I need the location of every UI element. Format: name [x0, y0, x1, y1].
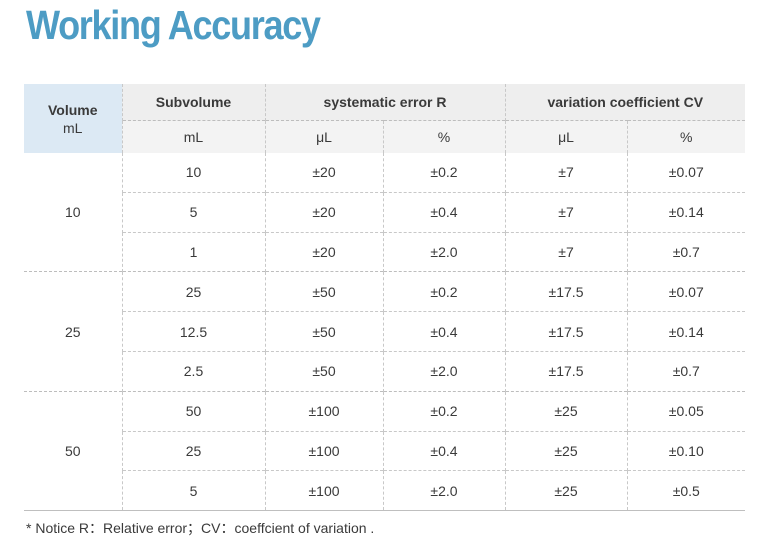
header-variation-unit-ul: μL [504, 120, 628, 153]
volume-cell: 50 [24, 390, 122, 512]
variation-pct-cell: ±0.7 [626, 350, 746, 392]
systematic-ul-cell: ±50 [264, 311, 383, 352]
header-subvolume-unit: mL [121, 120, 265, 153]
variation-ul-cell: ±17.5 [504, 350, 628, 392]
header-systematic-error: systematic error R [264, 84, 506, 121]
systematic-pct-cell: ±2.0 [382, 231, 506, 272]
subvolume-cell: 50 [121, 390, 265, 432]
variation-pct-cell: ±0.07 [626, 271, 746, 312]
systematic-pct-cell: ±0.4 [382, 430, 506, 471]
variation-pct-cell: ±0.14 [626, 191, 746, 233]
variation-ul-cell: ±17.5 [504, 311, 628, 352]
subvolume-cell: 25 [121, 430, 265, 471]
variation-ul-cell: ±25 [504, 430, 628, 471]
header-systematic-unit-pct: % [382, 120, 506, 153]
header-volume-label: Volume [47, 101, 98, 118]
table-row: 25 25 ±50 ±0.2 ±17.5 ±0.07 [24, 271, 746, 392]
table-row: 5 ±20 ±0.4 ±7 ±0.14 [24, 191, 746, 233]
variation-ul-cell: ±17.5 [504, 271, 628, 312]
systematic-pct-cell: ±0.2 [382, 390, 506, 432]
subvolume-cell: 5 [121, 470, 265, 512]
systematic-pct-cell: ±2.0 [382, 470, 506, 512]
systematic-ul-cell: ±100 [264, 470, 383, 512]
systematic-ul-cell: ±50 [264, 271, 383, 312]
header-variation-coefficient: variation coefficient CV [504, 84, 746, 121]
table-row: 5 ±100 ±2.0 ±25 ±0.5 [24, 470, 746, 512]
variation-ul-cell: ±25 [504, 470, 628, 512]
variation-pct-cell: ±0.07 [626, 153, 746, 193]
systematic-ul-cell: ±20 [264, 231, 383, 272]
table-row: 12.5 ±50 ±0.4 ±17.5 ±0.14 [24, 311, 746, 352]
header-subvolume: Subvolume [121, 84, 265, 121]
footnote: * Notice R：Relative error；CV：coeffcient … [26, 520, 375, 536]
subvolume-cell: 10 [121, 153, 265, 193]
volume-cell: 10 [64, 204, 81, 221]
systematic-pct-cell: ±0.2 [382, 153, 506, 193]
variation-pct-cell: ±0.5 [626, 470, 746, 512]
table-row: 25 ±100 ±0.4 ±25 ±0.10 [24, 430, 746, 471]
variation-ul-cell: ±7 [504, 153, 628, 193]
table-row: 2.5 ±50 ±2.0 ±17.5 ±0.7 [24, 350, 746, 392]
systematic-pct-cell: ±0.4 [382, 191, 506, 233]
table-row: 10 10 ±20 ±0.2 ±7 ±0.07 [24, 153, 746, 220]
systematic-pct-cell: ±2.0 [382, 350, 506, 392]
variation-pct-cell: ±0.14 [626, 311, 746, 352]
header-volume: Volume mL [24, 84, 122, 153]
variation-ul-cell: ±25 [504, 390, 628, 432]
systematic-ul-cell: ±50 [264, 350, 383, 392]
subvolume-cell: 25 [121, 271, 265, 312]
variation-pct-cell: ±0.7 [626, 231, 746, 272]
subvolume-cell: 12.5 [121, 311, 265, 352]
subvolume-cell: 5 [121, 191, 265, 233]
subvolume-cell: 2.5 [121, 350, 265, 392]
subvolume-cell: 1 [121, 231, 265, 272]
variation-pct-cell: ±0.05 [626, 390, 746, 432]
header-variation-unit-pct: % [626, 120, 746, 153]
systematic-pct-cell: ±0.2 [382, 271, 506, 312]
header-systematic-unit-ul: μL [264, 120, 383, 153]
table-row: 1 ±20 ±2.0 ±7 ±0.7 [24, 231, 746, 272]
variation-pct-cell: ±0.10 [626, 430, 746, 471]
systematic-pct-cell: ±0.4 [382, 311, 506, 352]
systematic-ul-cell: ±100 [264, 430, 383, 471]
header-volume-unit: mL [63, 119, 83, 136]
page-title: Working Accuracy [26, 2, 321, 48]
table-row: 50 50 ±100 ±0.2 ±25 ±0.05 [24, 390, 746, 512]
variation-ul-cell: ±7 [504, 231, 628, 272]
accuracy-table: Volume mL Subvolume systematic error R v… [24, 84, 746, 512]
variation-ul-cell: ±7 [504, 191, 628, 233]
systematic-ul-cell: ±100 [264, 390, 383, 432]
volume-cell: 25 [24, 271, 122, 392]
systematic-ul-cell: ±20 [264, 191, 383, 233]
systematic-ul-cell: ±20 [264, 153, 383, 193]
